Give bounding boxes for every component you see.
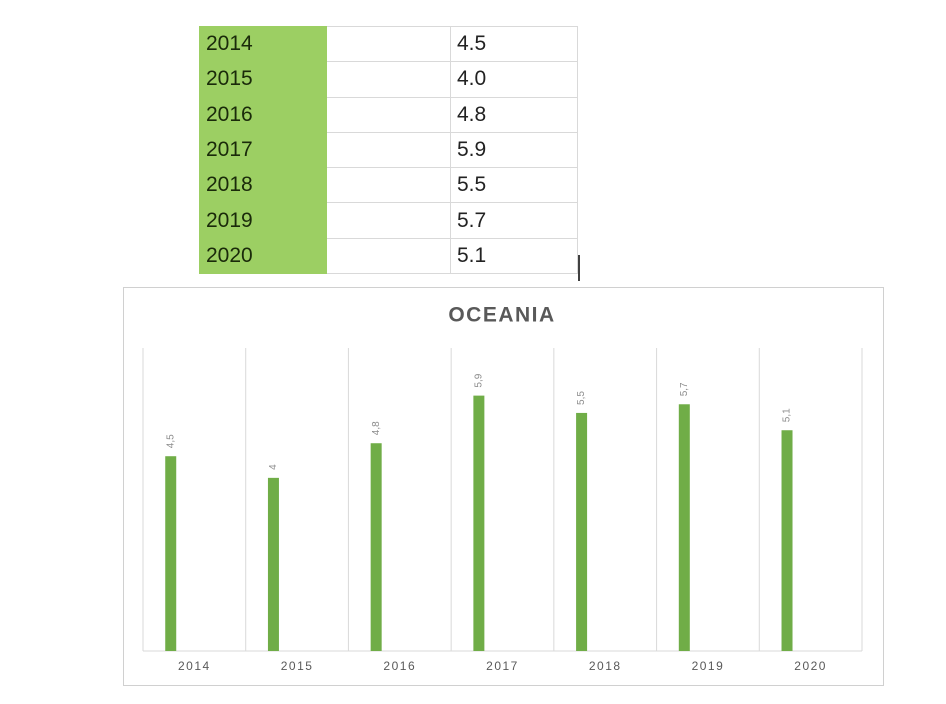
chart-area	[123, 287, 884, 686]
x-tick-label: 2018	[589, 659, 622, 673]
bar	[165, 456, 177, 651]
table-row: 2019 5.7	[199, 202, 578, 239]
table-cell[interactable]: 2014	[199, 25, 327, 63]
table-row: 2020 5.1	[199, 237, 578, 275]
bar	[370, 443, 382, 651]
table-row: 2015 4.0	[199, 61, 578, 98]
data-label: 5,7	[679, 382, 690, 396]
table-row: 2016 4.8	[199, 96, 578, 133]
x-tick-label: 2017	[486, 659, 519, 673]
table-cell[interactable]: 4.5	[450, 25, 578, 63]
data-label: 5,5	[576, 391, 587, 405]
table-cell[interactable]	[326, 167, 451, 204]
table-cell[interactable]: 2019	[199, 202, 327, 239]
x-tick-label: 2016	[383, 659, 416, 673]
table-cell[interactable]: 2016	[199, 96, 327, 133]
x-tick-label: 2015	[281, 659, 314, 673]
bar	[473, 395, 485, 651]
table-cell[interactable]	[326, 96, 451, 133]
table-cell[interactable]: 5.1	[450, 237, 578, 275]
table-cell[interactable]	[326, 131, 451, 169]
bar	[267, 477, 279, 651]
data-label: 5,9	[474, 373, 485, 387]
table-cell[interactable]: 5.5	[450, 167, 578, 204]
data-label: 5,1	[782, 408, 793, 422]
bar	[678, 404, 690, 651]
table-cell[interactable]: 2018	[199, 167, 327, 204]
data-label: 4,5	[165, 434, 176, 448]
table-cell[interactable]	[326, 25, 451, 63]
table-row: 2018 5.5	[199, 167, 578, 204]
data-label: 4,8	[371, 421, 382, 435]
x-tick-label: 2014	[178, 659, 211, 673]
x-tick-label: 2020	[794, 659, 827, 673]
data-label: 4	[268, 464, 279, 470]
table-row: 2017 5.9	[199, 131, 578, 169]
bar	[576, 412, 588, 651]
table-cell[interactable]: 2017	[199, 131, 327, 169]
table-row: 2014 4.5	[199, 25, 578, 63]
data-table: 2014 4.5 2015 4.0 2016 4.8 2017 5.9 2018 5.5 2019 5…	[199, 25, 578, 275]
bar	[781, 430, 793, 651]
chart-title: OCEANIA	[448, 304, 555, 327]
table-cell[interactable]	[326, 237, 451, 275]
table-cell[interactable]: 4.8	[450, 96, 578, 133]
x-tick-label: 2019	[692, 659, 725, 673]
